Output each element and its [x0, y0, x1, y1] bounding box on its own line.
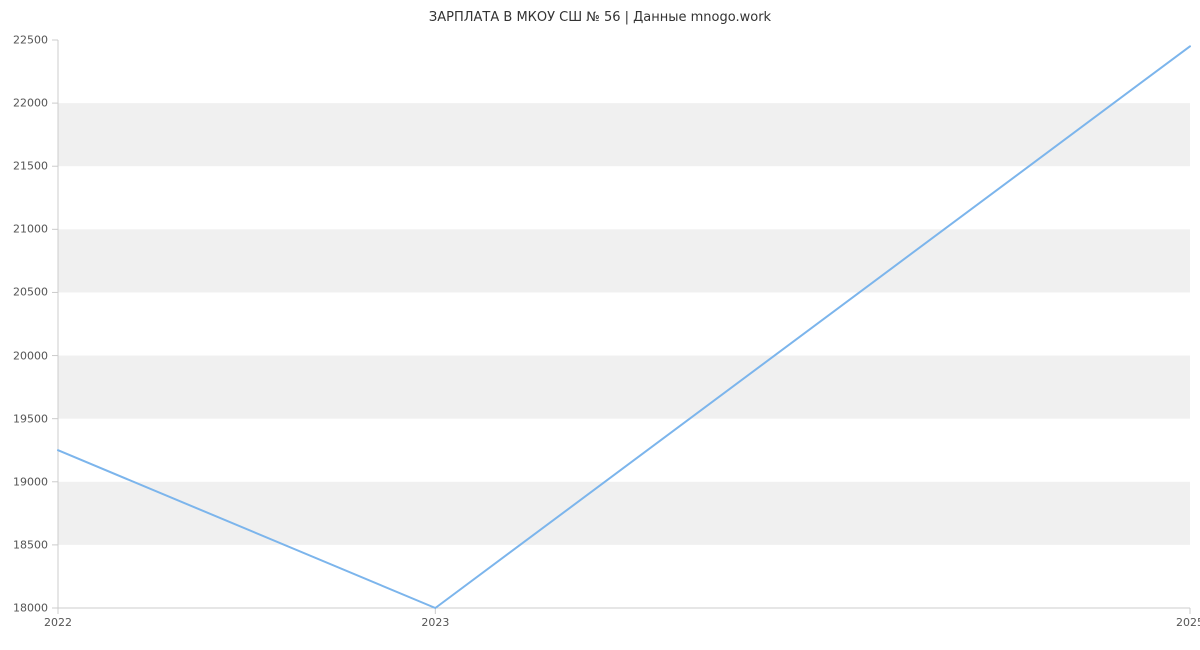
- y-tick-label: 19000: [13, 475, 48, 488]
- x-tick-label: 2025: [1176, 616, 1200, 629]
- y-tick-label: 22500: [13, 34, 48, 47]
- chart-container: ЗАРПЛАТА В МКОУ СШ № 56 | Данные mnogo.w…: [0, 0, 1200, 650]
- x-tick-label: 2022: [44, 616, 72, 629]
- y-tick-label: 20000: [13, 349, 48, 362]
- line-layer: [58, 40, 1190, 608]
- series-line-salary: [58, 46, 1190, 608]
- x-tick-label: 2023: [421, 616, 449, 629]
- y-tick-label: 21500: [13, 160, 48, 173]
- plot-area: 1800018500190001950020000205002100021500…: [58, 40, 1190, 608]
- y-tick-label: 20500: [13, 286, 48, 299]
- y-tick-label: 21000: [13, 223, 48, 236]
- y-tick-label: 19500: [13, 412, 48, 425]
- y-tick-label: 18500: [13, 538, 48, 551]
- y-tick-label: 18000: [13, 602, 48, 615]
- y-tick-label: 22000: [13, 97, 48, 110]
- chart-title: ЗАРПЛАТА В МКОУ СШ № 56 | Данные mnogo.w…: [0, 10, 1200, 25]
